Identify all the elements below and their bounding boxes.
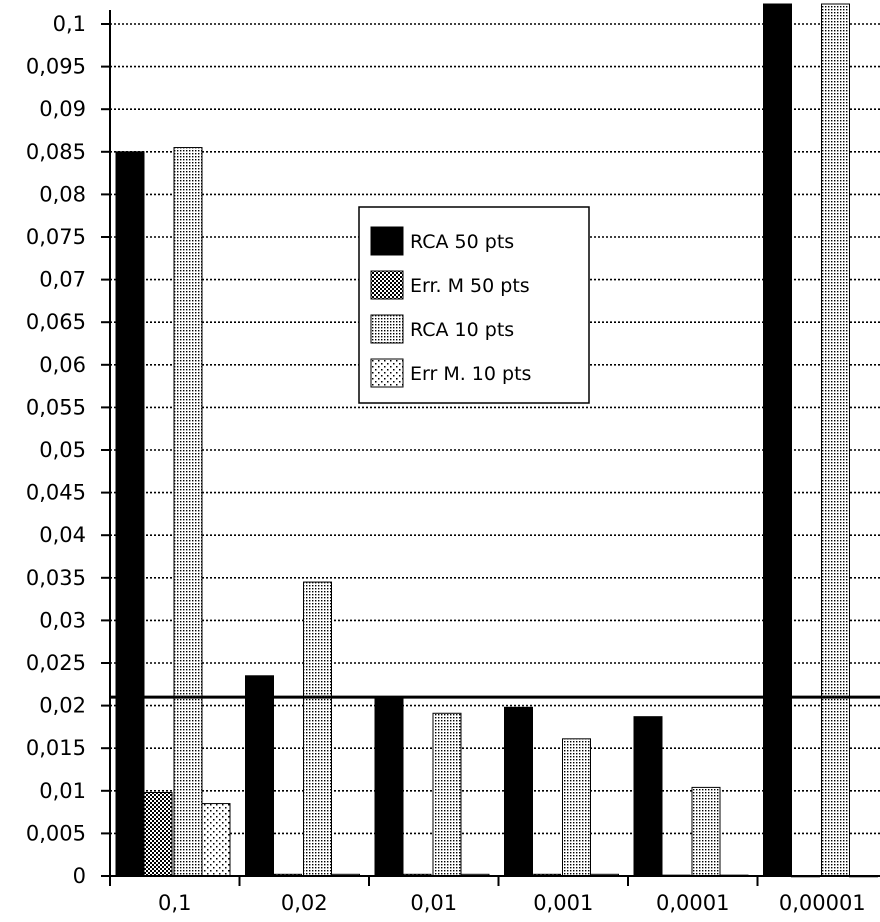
- y-tick-label: 0,085: [26, 140, 86, 164]
- y-tick-label: 0,01: [39, 779, 86, 803]
- legend-swatch: [370, 358, 404, 388]
- y-tick-label: 0,045: [26, 481, 86, 505]
- y-tick-label: 0,06: [39, 353, 86, 377]
- legend-label: RCA 10 pts: [410, 319, 514, 341]
- y-tick-label: 0,035: [26, 566, 86, 590]
- legend-swatch: [370, 270, 404, 300]
- legend-label: Err. M 50 pts: [410, 275, 530, 297]
- legend-swatch: [370, 314, 404, 344]
- y-tick-label: 0,025: [26, 651, 86, 675]
- x-tick-label: 0,01: [410, 891, 457, 915]
- y-tick-label: 0,02: [39, 694, 86, 718]
- y-tick-label: 0,08: [39, 182, 86, 206]
- bar-err-m-50-pts-0: [143, 792, 173, 877]
- y-tick-label: 0,07: [39, 268, 86, 292]
- y-tick-label: 0,015: [26, 736, 86, 760]
- x-tick-label: 0,001: [533, 891, 593, 915]
- y-tick-label: 0,09: [39, 97, 86, 121]
- x-tick-labels: 0,1 0,02 0,01 0,001 0,0001 0,00001: [158, 891, 866, 915]
- bar-rca-50-pts-0: [115, 151, 145, 877]
- bar-rca-10-pts-0: [173, 147, 203, 877]
- y-tick-label: 0,095: [26, 55, 86, 79]
- bars: [115, 3, 878, 878]
- bar-rca-10-pts-3: [562, 738, 591, 877]
- y-tick-label: 0,1: [53, 12, 86, 36]
- bar-rca-10-pts-5: [821, 3, 850, 877]
- bar-rca-50-pts-4: [633, 716, 663, 877]
- x-tick-label: 0,02: [281, 891, 328, 915]
- legend-swatch: [370, 226, 404, 256]
- x-tick-label: 0,00001: [779, 891, 866, 915]
- legend: RCA 50 pts Err. M 50 pts RCA 10 pts Err M. …: [358, 206, 590, 404]
- x-tick-label: 0,1: [158, 891, 191, 915]
- bar-rca-50-pts-2: [374, 696, 404, 877]
- bar-rca-10-pts-2: [432, 712, 462, 877]
- y-tick-labels: 0 0,005 0,01 0,015 0,02 0,025 0,03 0,035 0,04 0,0…: [26, 12, 86, 888]
- y-tick-label: 0,05: [39, 438, 86, 462]
- bar-rca-50-pts-5: [763, 3, 792, 877]
- legend-label: RCA 50 pts: [410, 231, 514, 253]
- bar-rca-50-pts-1: [245, 675, 274, 877]
- x-tick-label: 0,0001: [656, 891, 729, 915]
- bar-rca-10-pts-4: [691, 786, 721, 877]
- axes: [101, 10, 880, 886]
- y-tick-label: 0,055: [26, 395, 86, 419]
- y-tick-label: 0,075: [26, 225, 86, 249]
- y-tick-label: 0,04: [39, 523, 86, 547]
- bar-rca-50-pts-3: [504, 706, 533, 877]
- legend-label: Err M. 10 pts: [410, 363, 531, 385]
- bar-rca-10-pts-1: [303, 581, 332, 877]
- y-tick-label: 0,03: [39, 608, 86, 632]
- bar-err-m-10-pts-0: [201, 803, 231, 877]
- y-tick-label: 0,065: [26, 310, 86, 334]
- y-tick-label: 0: [73, 864, 86, 888]
- y-tick-label: 0,005: [26, 821, 86, 845]
